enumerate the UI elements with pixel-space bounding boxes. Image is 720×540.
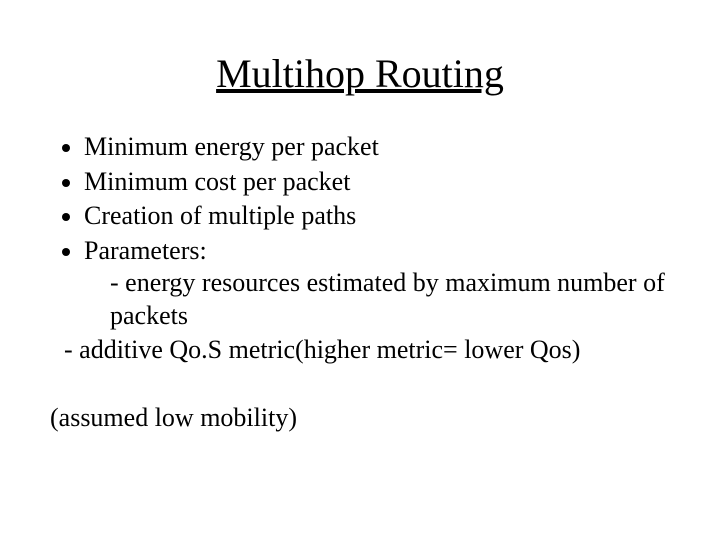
- slide-body: Minimum energy per packet Minimum cost p…: [50, 131, 670, 367]
- sub-line: - energy resources estimated by maximum …: [84, 267, 670, 332]
- sub-line: - additive Qo.S metric(higher metric= lo…: [50, 334, 670, 367]
- slide-title: Multihop Routing: [50, 50, 670, 97]
- footnote: (assumed low mobility): [50, 403, 670, 433]
- bullet-item: Minimum energy per packet: [84, 131, 670, 166]
- bullet-label: Parameters:: [84, 236, 207, 265]
- bullet-item: Creation of multiple paths: [84, 200, 670, 235]
- bullet-item: Minimum cost per packet: [84, 166, 670, 201]
- slide: Multihop Routing Minimum energy per pack…: [0, 0, 720, 540]
- bullet-list: Minimum energy per packet Minimum cost p…: [50, 131, 670, 334]
- bullet-item: Parameters: - energy resources estimated…: [84, 235, 670, 335]
